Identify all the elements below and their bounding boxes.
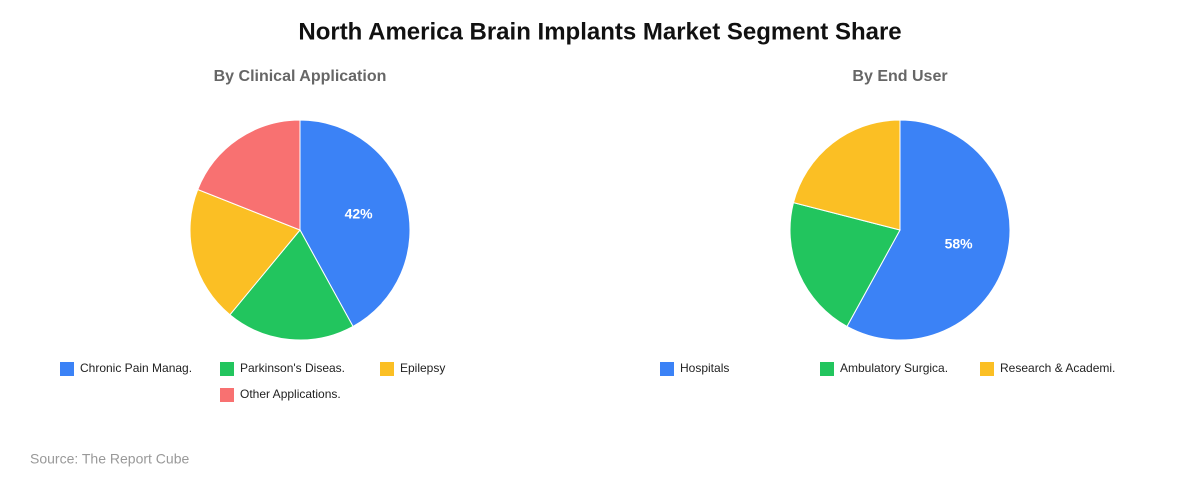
pie-slice	[197, 119, 301, 231]
legend-swatch	[660, 362, 674, 376]
pie-title: By Clinical Application	[214, 68, 387, 85]
pie-title: By End User	[852, 68, 947, 85]
legend-label: Chronic Pain Manag.	[80, 361, 192, 375]
pie-slice	[792, 119, 901, 231]
data-label: 58%	[945, 236, 974, 252]
legend-swatch	[220, 362, 234, 376]
legend-swatch	[380, 362, 394, 376]
data-label: 42%	[345, 206, 374, 222]
legend-label: Parkinson's Diseas.	[240, 361, 345, 375]
legend-swatch	[820, 362, 834, 376]
pie-slice	[189, 188, 301, 316]
legend-label: Epilepsy	[400, 361, 445, 375]
legend-swatch	[60, 362, 74, 376]
legend-label: Ambulatory Surgica.	[840, 361, 948, 375]
main-title: North America Brain Implants Market Segm…	[298, 18, 901, 45]
legend-swatch	[980, 362, 994, 376]
legend-label: Research & Academi.	[1000, 361, 1115, 375]
pie-slice	[789, 202, 901, 328]
pie-slice	[846, 119, 1011, 341]
pie-slice	[229, 229, 354, 341]
legend-swatch	[220, 388, 234, 402]
legend-label: Hospitals	[680, 361, 729, 375]
source: Source: The Report Cube	[30, 451, 189, 467]
legend-label: Other Applications.	[240, 387, 341, 401]
pie-slice	[299, 119, 411, 328]
